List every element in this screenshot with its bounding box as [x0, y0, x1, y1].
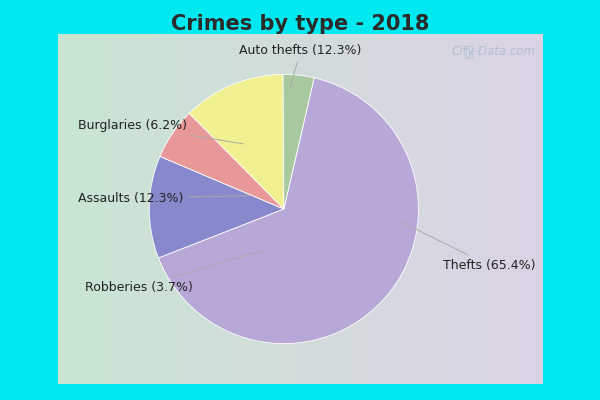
- Wedge shape: [160, 113, 284, 209]
- Text: Burglaries (6.2%): Burglaries (6.2%): [78, 119, 244, 144]
- Text: Robberies (3.7%): Robberies (3.7%): [85, 250, 263, 294]
- Wedge shape: [149, 156, 284, 258]
- Text: Thefts (65.4%): Thefts (65.4%): [400, 221, 536, 272]
- Wedge shape: [158, 78, 418, 344]
- Wedge shape: [189, 74, 284, 209]
- Text: Auto thefts (12.3%): Auto thefts (12.3%): [239, 44, 362, 88]
- Text: Assaults (12.3%): Assaults (12.3%): [78, 192, 250, 205]
- Text: Crimes by type - 2018: Crimes by type - 2018: [171, 14, 429, 34]
- Text: City-Data.com: City-Data.com: [451, 45, 536, 58]
- Text: ⓘ: ⓘ: [464, 45, 473, 59]
- Wedge shape: [283, 74, 314, 209]
